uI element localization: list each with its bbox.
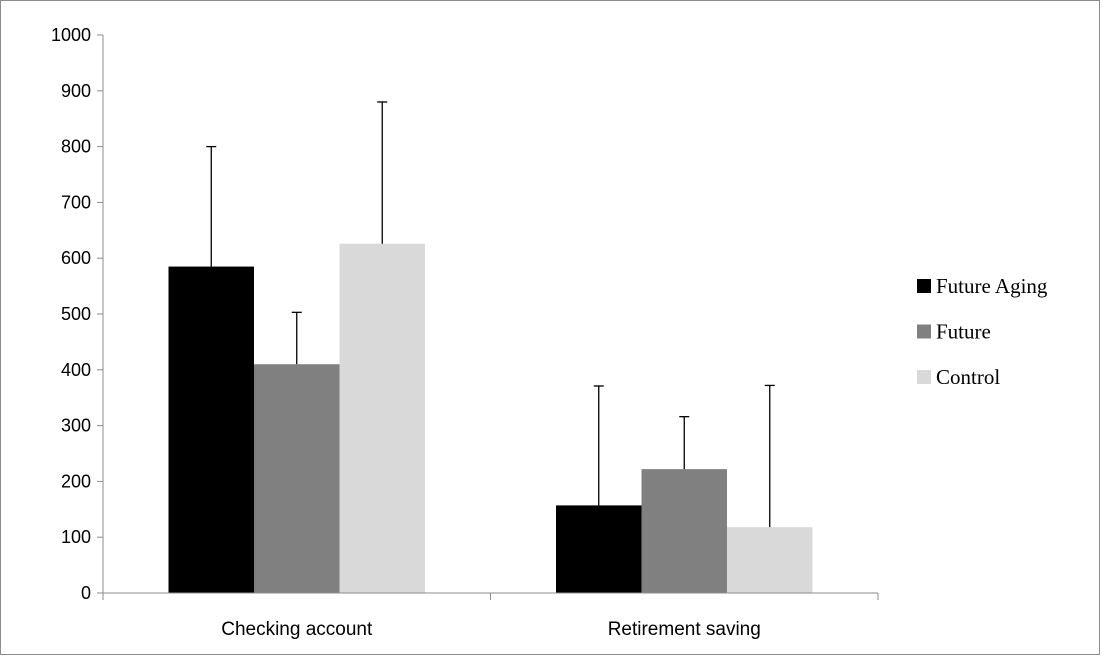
bars-layer — [168, 101, 813, 593]
bar — [727, 527, 813, 593]
legend-label: Future Aging — [936, 274, 1048, 298]
y-tick-label: 900 — [61, 81, 91, 101]
legend-swatch — [917, 324, 931, 339]
legend-label: Future — [936, 320, 991, 344]
y-tick-label: 600 — [61, 248, 91, 268]
y-tick-label: 0 — [81, 583, 91, 603]
legend-swatch — [917, 279, 931, 293]
bar — [556, 505, 642, 593]
legend-label: Control — [936, 365, 1000, 389]
bar — [339, 243, 425, 593]
y-tick-label: 800 — [61, 137, 91, 157]
bar — [254, 364, 340, 593]
x-category-label: Retirement saving — [608, 619, 761, 640]
y-tick-label: 100 — [61, 527, 91, 547]
y-tick-label: 400 — [61, 360, 91, 380]
y-tick-label: 500 — [61, 304, 91, 324]
legend-swatch — [917, 370, 931, 384]
legend: Future Aging Future Control — [917, 274, 1048, 389]
bar — [641, 469, 727, 593]
axes-layer: 0 100 200 300 400 500 600 700 800 900 1000 Checking… — [51, 25, 879, 640]
y-tick-label: 200 — [61, 471, 91, 491]
x-category-label: Checking account — [221, 619, 373, 640]
y-tick-label: 1000 — [51, 25, 91, 45]
y-tick-label: 300 — [61, 416, 91, 436]
y-tick-label: 700 — [61, 192, 91, 212]
bar — [168, 266, 254, 593]
